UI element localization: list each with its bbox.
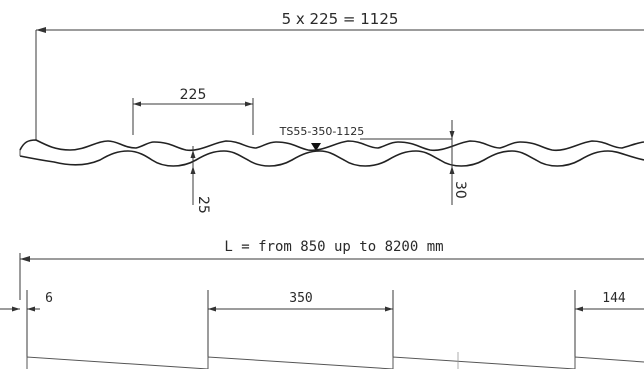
step-length-label: 350 [289,291,312,306]
length-dimension: L = from 850 up to 8200 mm [19,239,644,300]
depth-label: 25 [195,196,211,214]
profile-name-label: TS55-350-1125 [279,125,365,138]
start-offset-label: 6 [45,291,53,306]
overall-width-label: 5 x 225 = 1125 [282,10,399,28]
overall-width-dimension: 5 x 225 = 1125 [35,10,644,140]
depth-dimension: 25 [190,146,211,214]
end-offset-dimension: 144 [574,290,644,362]
height-label: 30 [452,181,468,199]
step-length-dimension: 350 [207,290,394,362]
length-label: L = from 850 up to 8200 mm [224,239,443,255]
side-view-profile [26,352,644,369]
roof-profile-section [19,139,644,167]
end-offset-label: 144 [602,291,626,306]
profile-marker-icon [311,143,321,151]
pitch-label: 225 [180,87,207,103]
pitch-dimension: 225 [132,87,254,135]
start-offset-dimension: 6 [0,290,53,360]
profile-name-callout: TS55-350-1125 [279,125,365,151]
height-dimension: 30 [360,120,468,205]
